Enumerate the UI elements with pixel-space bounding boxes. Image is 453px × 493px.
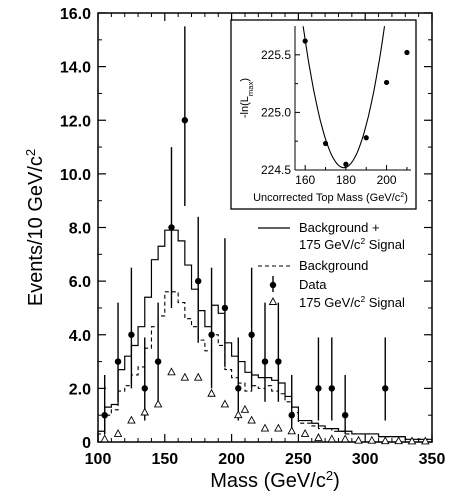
inset-data-point [322, 140, 329, 147]
inset-data-point [363, 135, 369, 141]
inset-x-tick-label: 200 [377, 173, 397, 187]
legend-label-signal: 175 GeV/c2 Signal [299, 294, 405, 310]
signal-triangle-point [367, 435, 377, 444]
legend-label-background-plus: Background + [299, 220, 380, 235]
data-point [221, 304, 229, 312]
signal-triangle-point [220, 399, 230, 408]
histogram-background [97, 291, 433, 442]
data-point [208, 331, 215, 338]
x-tick-label: 200 [218, 451, 245, 468]
x-tick-label: 250 [285, 451, 312, 468]
signal-triangle-point [127, 415, 136, 424]
y-tick-label: 2.0 [69, 381, 91, 398]
data-point [248, 331, 255, 338]
inset-x-tick-label: 180 [336, 173, 356, 187]
signal-triangle-point [394, 436, 403, 445]
y-tick-label: 4.0 [69, 328, 91, 345]
data-point [168, 224, 175, 231]
inset-x-tick-label: 160 [295, 173, 315, 187]
y-tick-label: 0 [82, 435, 91, 452]
y-tick-label: 14.0 [60, 60, 91, 77]
signal-triangle-point [260, 423, 270, 432]
y-tick-label: 16.0 [60, 6, 91, 23]
legend-swatch-triangle [268, 297, 278, 305]
signal-triangle-point [327, 434, 337, 443]
data-point [315, 385, 322, 392]
data-point [141, 385, 148, 392]
inset-data-point [343, 161, 349, 167]
signal-triangle-point [300, 429, 310, 437]
signal-triangle-point [340, 434, 350, 443]
inset-data-point [404, 49, 410, 56]
y-tick-label: 10.0 [60, 167, 91, 184]
y-tick-label: 6.0 [69, 274, 91, 291]
data-point [288, 411, 295, 419]
x-tick-label: 150 [151, 451, 178, 468]
signal-triangle-point [287, 426, 296, 435]
signal-triangle-point [314, 433, 323, 441]
legend-swatch-data-point [269, 281, 277, 289]
signal-triangle-point [113, 429, 123, 437]
signal-triangle-point [167, 367, 176, 376]
x-tick-label: 100 [85, 451, 112, 468]
data-point [154, 358, 162, 365]
data-point [195, 277, 202, 285]
y-axis-label: Events/10 GeV/c2 [23, 149, 48, 306]
inset-y-tick-label: 225.5 [261, 48, 291, 62]
signal-triangle-point [247, 415, 256, 424]
signal-triangle-point [193, 372, 203, 381]
signal-triangle-point [207, 388, 216, 397]
x-axis-label: Mass (GeV/c2) [210, 468, 339, 493]
signal-triangle-point [274, 423, 283, 432]
signal-triangle-point [100, 434, 109, 443]
data-point [275, 358, 282, 365]
signal-triangle-point [380, 436, 390, 445]
inset-data-point [383, 79, 390, 86]
inset-fit-curve [302, 26, 386, 169]
signal-triangle-point [180, 372, 190, 381]
x-tick-label: 300 [352, 451, 379, 468]
data-point [114, 358, 122, 365]
y-tick-label: 8.0 [69, 221, 91, 238]
data-point [181, 117, 189, 124]
legend-label-background: Background [299, 258, 368, 273]
data-point [261, 358, 269, 365]
inset-x-axis-label: Uncorrected Top Mass (GeV/c2) [253, 191, 408, 204]
legend-label-data: Data [299, 277, 327, 292]
signal-triangle-point [140, 407, 150, 416]
inset-y-axis-label: -ln(Lmax) [239, 78, 255, 118]
signal-triangle-point [407, 436, 417, 445]
inset-data-point [302, 38, 308, 44]
data-point [128, 331, 135, 338]
data-point [341, 411, 349, 419]
legend-label-signal-line2: 175 GeV/c2 Signal [299, 236, 405, 252]
data-point [101, 411, 108, 419]
signal-triangle-point [153, 399, 163, 408]
signal-triangle-point [421, 436, 430, 445]
data-point [235, 385, 242, 392]
data-point [328, 385, 335, 392]
inset-panel [230, 19, 417, 210]
signal-triangle-point [240, 404, 250, 413]
signal-triangle-point [234, 410, 243, 419]
inset-y-tick-label: 225.0 [261, 105, 291, 119]
inset-y-tick-label: 224.5 [261, 163, 291, 177]
y-tick-label: 12.0 [60, 113, 91, 130]
signal-triangle-point [354, 435, 363, 444]
x-tick-label: 350 [419, 451, 446, 468]
data-point [382, 385, 389, 392]
